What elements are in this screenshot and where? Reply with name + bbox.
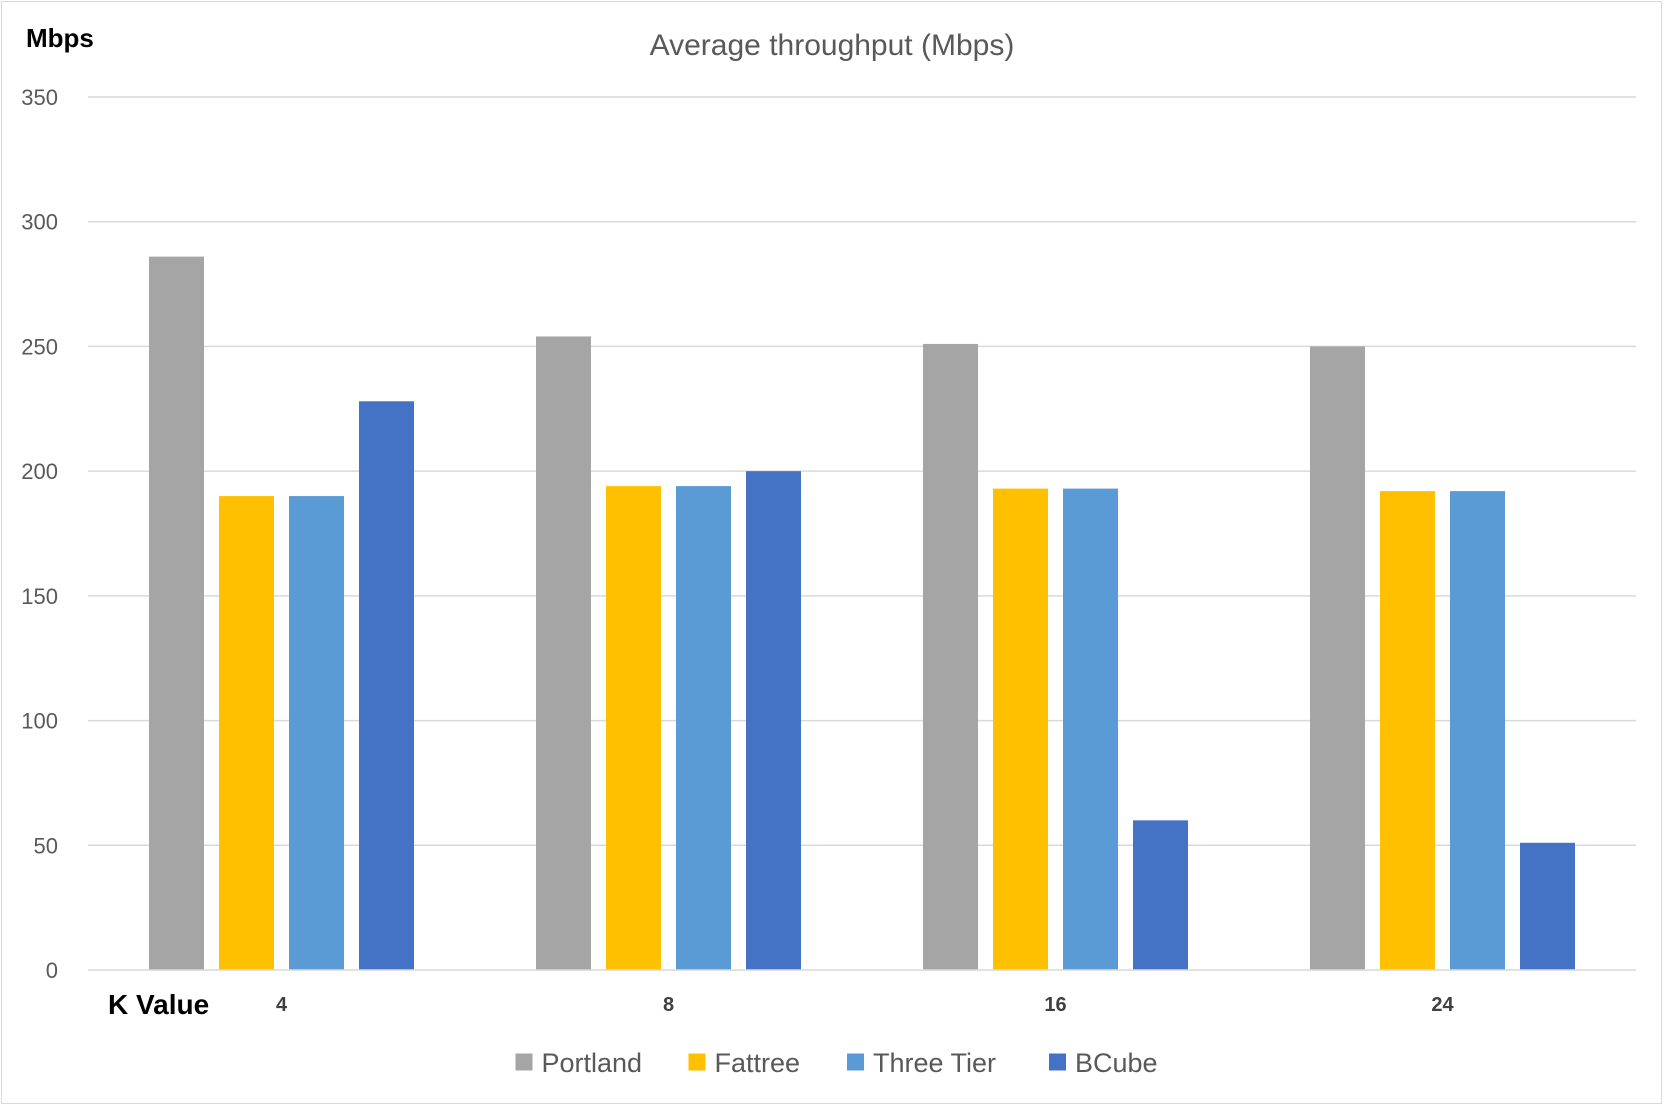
- bar-three-tier-k4: [289, 496, 344, 970]
- bar-portland-k4: [149, 256, 204, 970]
- bar-bcube-k4: [359, 401, 414, 970]
- bar-bcube-k8: [746, 471, 801, 970]
- bar-portland-k8: [536, 336, 591, 970]
- bar-fattree-k8: [606, 486, 661, 970]
- x-tick-label: 24: [1431, 994, 1454, 1016]
- legend-swatch-portland: [515, 1053, 533, 1071]
- bar-fattree-k24: [1380, 491, 1435, 970]
- bars: [149, 256, 1575, 970]
- y-tick-label: 100: [21, 709, 58, 734]
- bar-three-tier-k16: [1063, 488, 1118, 970]
- y-tick-label: 350: [21, 85, 58, 110]
- y-tick-label: 250: [21, 334, 58, 359]
- bar-portland-k16: [923, 343, 978, 970]
- bar-bcube-k24: [1520, 842, 1575, 970]
- bar-three-tier-k8: [676, 486, 731, 970]
- y-tick-label: 50: [34, 833, 58, 858]
- gridlines: [88, 96, 1636, 847]
- bar-bcube-k16: [1133, 820, 1188, 970]
- legend-swatch-three-tier: [847, 1053, 864, 1071]
- y-tick-label: 0: [46, 958, 58, 983]
- legend: Portland Fattree Three Tier BCube: [515, 1048, 1158, 1078]
- bar-fattree-k4: [219, 496, 274, 970]
- legend-label-fattree: Fattree: [715, 1048, 801, 1078]
- bar-fattree-k16: [993, 488, 1048, 970]
- y-tick-label: 150: [21, 584, 58, 609]
- bar-portland-k24: [1310, 346, 1365, 970]
- legend-swatch-bcube: [1049, 1053, 1066, 1071]
- x-axis-ticks: 4 8 16 24: [276, 994, 1455, 1016]
- y-tick-label: 200: [21, 459, 58, 484]
- bar-three-tier-k24: [1450, 491, 1505, 970]
- legend-swatch-fattree: [688, 1053, 706, 1071]
- y-axis-ticks: 0 50 100 150 200 250 300 350: [21, 85, 58, 983]
- x-tick-label: 8: [663, 994, 674, 1016]
- y-axis-label: Mbps: [26, 23, 94, 53]
- x-tick-label: 16: [1044, 994, 1066, 1016]
- x-axis-label: K Value: [108, 989, 209, 1020]
- x-tick-label: 4: [276, 994, 288, 1016]
- chart-title: Average throughput (Mbps): [650, 29, 1015, 62]
- legend-label-portland: Portland: [542, 1048, 643, 1078]
- legend-label-three-tier: Three Tier: [873, 1048, 996, 1078]
- y-tick-label: 300: [21, 210, 58, 235]
- legend-label-bcube: BCube: [1075, 1048, 1158, 1078]
